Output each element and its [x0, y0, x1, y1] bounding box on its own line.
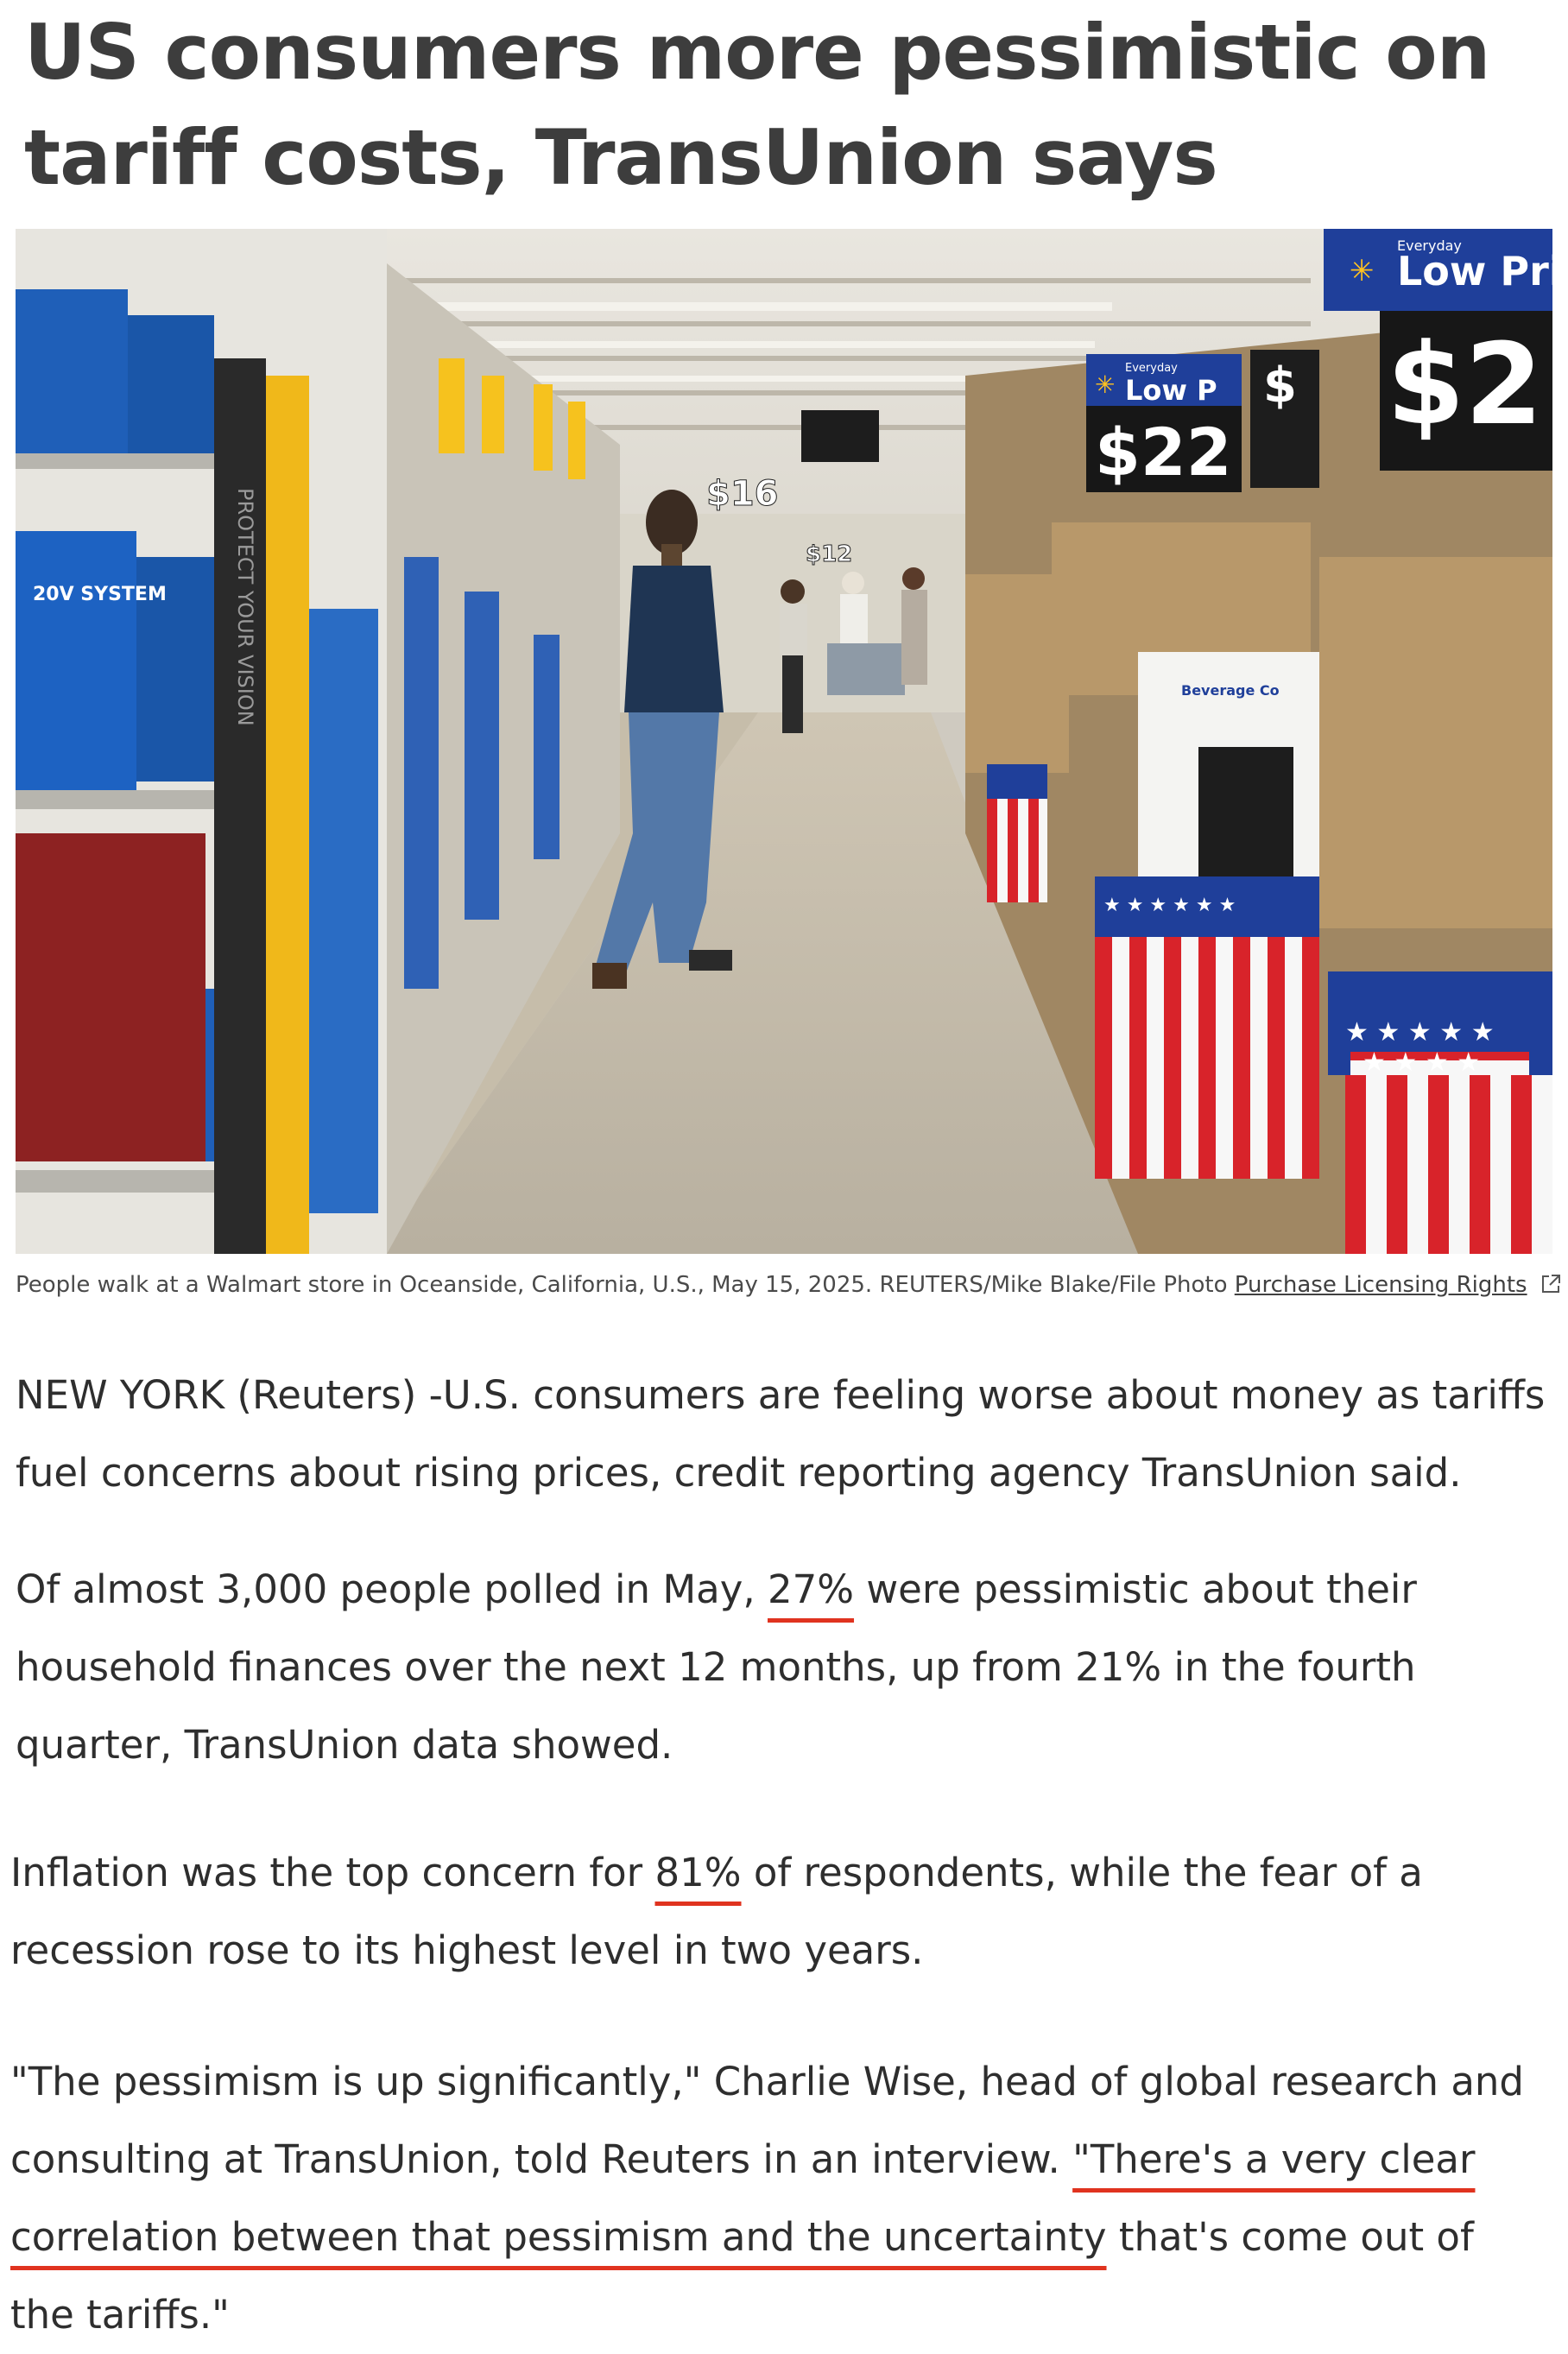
external-link-icon[interactable] — [1540, 1271, 1562, 1294]
paragraph-3: Inflation was the top concern for 81% of… — [10, 1834, 1547, 1990]
paragraph-4: "The pessimism is up significantly," Cha… — [10, 2043, 1547, 2354]
paragraph-1: NEW YORK (Reuters) -U.S. consumers are f… — [16, 1372, 1546, 1496]
p3-text-after: of respondents, while the fear of a rece… — [10, 1850, 1423, 1973]
svg-text:✳: ✳ — [1095, 370, 1115, 399]
directory-sign — [801, 410, 879, 462]
svg-text:$: $ — [1263, 358, 1297, 414]
aisle-price-tag-2: $12 — [806, 541, 852, 567]
p2-text-before: Of almost 3,000 people polled in May, — [16, 1566, 768, 1612]
article-photo: 20V SYSTEM PROTECT YOUR VISION $16 $12 — [16, 229, 1552, 1254]
p2-text-after: were pessimistic about their household f… — [16, 1566, 1417, 1768]
svg-text:★ ★ ★ ★ ★ ★: ★ ★ ★ ★ ★ ★ — [1103, 895, 1236, 916]
p3-text-before: Inflation was the top concern for — [10, 1850, 655, 1895]
yellow-pillar — [266, 376, 309, 1254]
background-shoppers — [780, 567, 927, 733]
purchase-licensing-link[interactable]: Purchase Licensing Rights — [1234, 1272, 1527, 1298]
patriotic-display-far — [987, 764, 1047, 902]
svg-text:★ ★ ★ ★: ★ ★ ★ ★ — [1363, 1047, 1480, 1078]
highlight-quote: "There's a very clear correlation betwee… — [10, 2136, 1476, 2260]
stars: ★ ★ ★ ★ ★ ★ ★ ★ ★ ★ ★ ★ ★ ★ ★ — [1103, 895, 1495, 1078]
price-22: $22 — [1095, 414, 1232, 490]
ceiling-lights — [421, 302, 1112, 382]
p4-text-after: that's come out of the tariffs." — [10, 2214, 1474, 2338]
product-box-label: 20V SYSTEM — [33, 584, 167, 605]
store-floor — [378, 712, 1138, 1254]
hanging-signs — [439, 358, 585, 479]
svg-text:Everyday: Everyday — [1397, 237, 1462, 254]
aisle-products-left — [404, 557, 560, 989]
black-pillar — [214, 358, 266, 1254]
aisle-shelves-left — [387, 263, 620, 1254]
highlight-27-percent: 27% — [768, 1566, 855, 1612]
svg-text:Low Pric: Low Pric — [1397, 248, 1552, 294]
patriotic-display-near-stripes — [1345, 1075, 1552, 1254]
cardboard-boxes — [965, 522, 1552, 928]
p4-text-before: "The pessimism is up significantly," Cha… — [10, 2059, 1524, 2182]
article-headline: US consumers more pessimistic on tariff … — [24, 8, 1490, 202]
shelf-edges — [16, 453, 240, 1193]
photo-caption: People walk at a Walmart store in Oceans… — [16, 1268, 1561, 1302]
low-price-sign-small: ✳ Everyday Low P $22 $ — [1086, 350, 1319, 492]
shopper-woman — [592, 490, 732, 989]
svg-text:Low P: Low P — [1125, 374, 1217, 407]
red-bins — [16, 833, 205, 1161]
caption-text: People walk at a Walmart store in Oceans… — [16, 1272, 1228, 1298]
svg-text:★ ★ ★ ★ ★: ★ ★ ★ ★ ★ — [1345, 1017, 1495, 1047]
low-price-sign-big: ✳ Everyday Low Pric $21 — [1324, 229, 1552, 471]
highlight-81-percent: 81% — [654, 1850, 742, 1895]
box-label: Beverage Co — [1181, 682, 1280, 699]
pillar-text: PROTECT YOUR VISION — [233, 488, 257, 726]
walmart-spark-icon: ✳ — [1350, 254, 1375, 288]
svg-text:Everyday: Everyday — [1125, 362, 1178, 375]
aisle-price-tag-1: $16 — [706, 474, 779, 514]
paragraph-2: Of almost 3,000 people polled in May, 27… — [16, 1551, 1552, 1784]
price-21: $21 — [1387, 319, 1552, 450]
cooler-image — [1198, 747, 1293, 876]
patriotic-display-mid — [1095, 876, 1319, 1179]
